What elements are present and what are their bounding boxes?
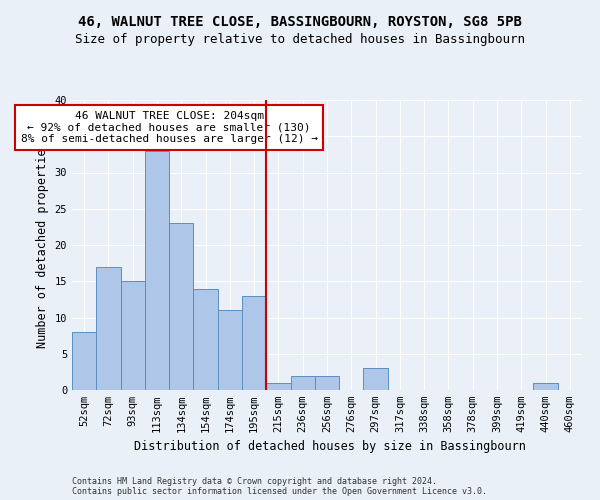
Bar	[242, 296, 266, 390]
Text: Size of property relative to detached houses in Bassingbourn: Size of property relative to detached ho…	[75, 32, 525, 46]
Bar	[533, 383, 558, 390]
Bar	[218, 310, 242, 390]
Text: Distribution of detached houses by size in Bassingbourn: Distribution of detached houses by size …	[134, 440, 526, 453]
Text: Contains HM Land Registry data © Crown copyright and database right 2024.: Contains HM Land Registry data © Crown c…	[72, 478, 437, 486]
Bar	[169, 223, 193, 390]
Bar	[96, 267, 121, 390]
Bar	[290, 376, 315, 390]
Bar	[193, 288, 218, 390]
Text: 46, WALNUT TREE CLOSE, BASSINGBOURN, ROYSTON, SG8 5PB: 46, WALNUT TREE CLOSE, BASSINGBOURN, ROY…	[78, 15, 522, 29]
Bar	[72, 332, 96, 390]
Text: 46 WALNUT TREE CLOSE: 204sqm
← 92% of detached houses are smaller (130)
8% of se: 46 WALNUT TREE CLOSE: 204sqm ← 92% of de…	[20, 111, 317, 144]
Bar	[145, 151, 169, 390]
Bar	[364, 368, 388, 390]
Bar	[315, 376, 339, 390]
Bar	[266, 383, 290, 390]
Text: Contains public sector information licensed under the Open Government Licence v3: Contains public sector information licen…	[72, 488, 487, 496]
Y-axis label: Number of detached properties: Number of detached properties	[36, 142, 49, 348]
Bar	[121, 281, 145, 390]
